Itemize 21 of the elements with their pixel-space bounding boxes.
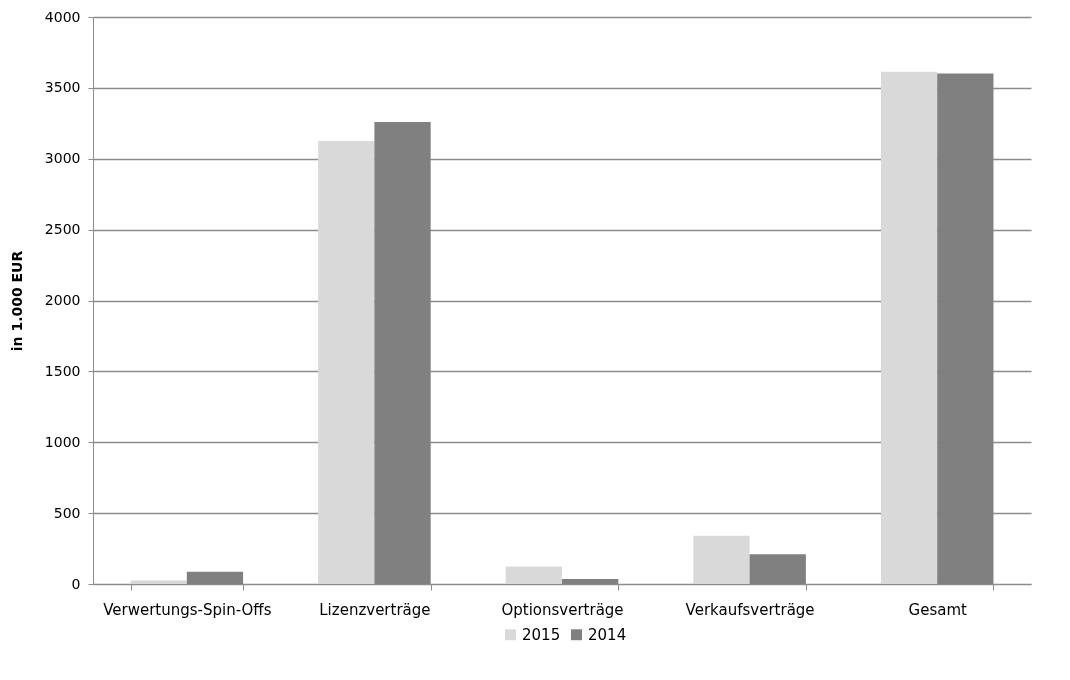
bar xyxy=(318,141,375,584)
x-tick-label: Verwertungs-Spin-Offs xyxy=(103,600,272,619)
y-tick-label: 3500 xyxy=(44,79,81,96)
y-tick-label: 1000 xyxy=(44,433,81,450)
y-tick-label: 2000 xyxy=(44,292,81,308)
y-tick-label: 2500 xyxy=(44,221,81,238)
y-tick-label: 0 xyxy=(71,575,81,592)
y-tick-label: 500 xyxy=(53,504,81,521)
y-axis-title: in 1.000 EUR xyxy=(8,250,25,352)
legend-label: 2014 xyxy=(588,625,627,644)
x-tick-label: Gesamt xyxy=(908,600,967,619)
y-tick-label: 1500 xyxy=(44,362,81,379)
y-tick-label: 4000 xyxy=(44,8,81,25)
bar xyxy=(880,71,938,584)
x-tick-label: Verkaufsverträge xyxy=(685,600,815,619)
x-tick-label: Lizenzverträge xyxy=(319,600,431,619)
legend-label: 2015 xyxy=(522,625,561,644)
bar xyxy=(693,535,750,584)
bar xyxy=(505,566,562,584)
y-tick-label: 3000 xyxy=(44,150,81,167)
x-tick-label: Optionsverträge xyxy=(501,600,624,619)
